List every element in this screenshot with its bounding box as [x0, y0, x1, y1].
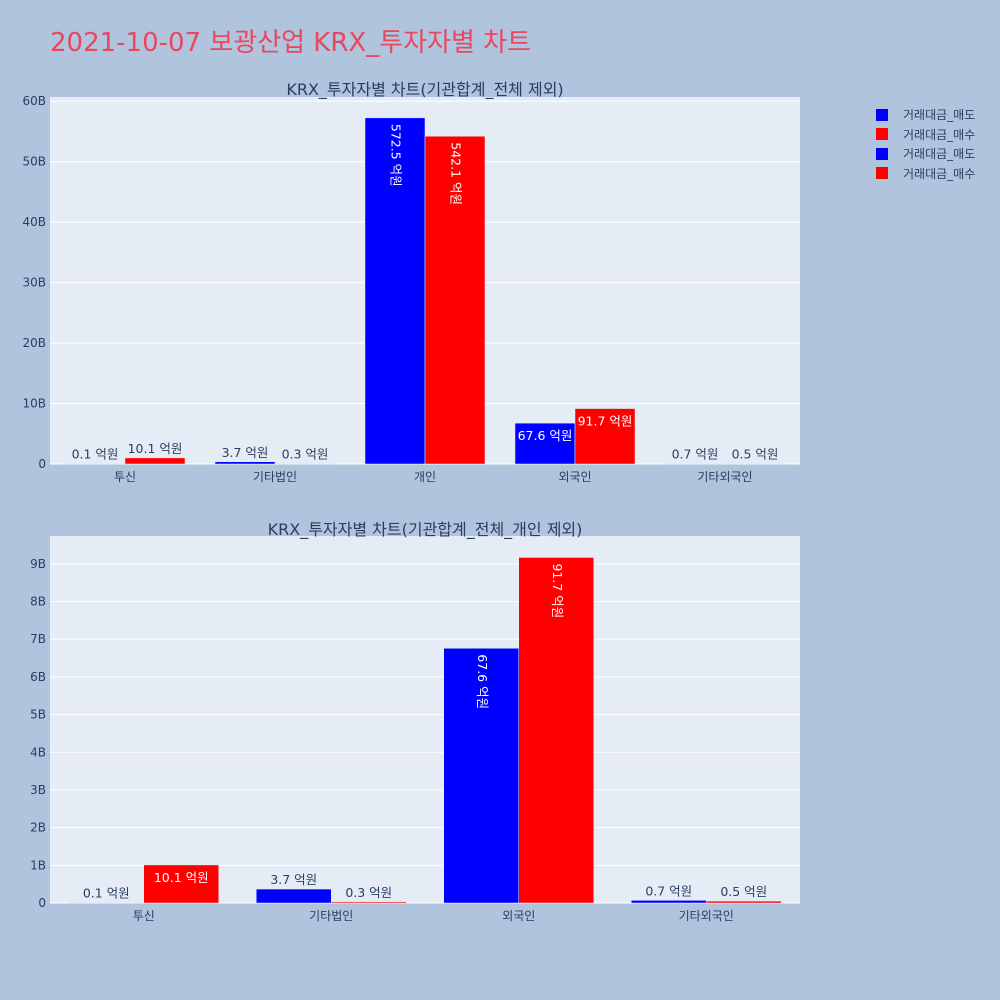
x-tick-label: 외국인 [502, 909, 535, 923]
y-tick-label: 60B [22, 94, 46, 108]
bar[interactable] [331, 901, 407, 904]
bar-data-label: 3.7 억원 [270, 872, 317, 887]
bar[interactable] [143, 864, 219, 904]
x-tick-label: 기타외국인 [697, 470, 752, 484]
bar[interactable] [631, 900, 707, 904]
bar[interactable] [574, 408, 636, 465]
bar-data-label: 10.1 억원 [128, 441, 183, 456]
y-tick-label: 1B [30, 858, 46, 872]
y-tick-label: 9B [30, 557, 46, 571]
y-tick-label: 8B [30, 595, 46, 609]
y-tick-label: 20B [22, 336, 46, 350]
bar[interactable] [706, 900, 782, 904]
y-tick-label: 5B [30, 708, 46, 722]
bar[interactable] [424, 135, 486, 465]
bar[interactable] [68, 902, 144, 904]
x-tick-label: 기타법인 [309, 909, 353, 923]
legend-label: 거래대금_매도 [903, 108, 976, 123]
y-tick-label: 0 [38, 457, 46, 471]
bar-data-label: 10.1 억원 [154, 870, 209, 885]
bar-data-label: 542.1 억원 [449, 142, 464, 205]
x-tick-label: 개인 [414, 470, 436, 484]
y-tick-label: 2B [30, 821, 46, 835]
bar[interactable] [514, 422, 576, 465]
chart-title: KRX_투자자별 차트(기관합계_전체_개인 제외) [268, 520, 583, 540]
x-tick-label: 기타법인 [253, 470, 297, 484]
bar-data-label: 0.1 억원 [72, 447, 119, 462]
bar[interactable] [124, 457, 186, 465]
bar-data-label: 0.1 억원 [83, 886, 130, 901]
bar-data-label: 0.5 억원 [732, 447, 779, 462]
bar[interactable] [256, 888, 332, 904]
y-tick-label: 3B [30, 783, 46, 797]
bar-data-label: 67.6 억원 [518, 428, 573, 443]
legend-label: 거래대금_매도 [903, 147, 976, 162]
bar-data-label: 3.7 억원 [222, 445, 269, 460]
legend-label: 거래대금_매수 [903, 127, 976, 142]
y-tick-label: 7B [30, 632, 46, 646]
bar-data-label: 0.7 억원 [672, 447, 719, 462]
y-tick-label: 4B [30, 745, 46, 759]
y-tick-label: 6B [30, 670, 46, 684]
x-tick-label: 외국인 [558, 470, 591, 484]
bar-chart-top: 0 10B 20B 30B 40B 50B 60B KRX_투자자별 차트(기관합계_전체 제… [22, 80, 800, 484]
bar[interactable] [724, 463, 786, 465]
bar-data-label: 0.3 억원 [282, 447, 329, 462]
chart-title: KRX_투자자별 차트(기관합계_전체 제외) [286, 80, 563, 100]
x-tick-label: 투신 [114, 470, 136, 484]
bar-data-label: 0.3 억원 [345, 885, 392, 900]
bar-data-label: 0.7 억원 [645, 883, 692, 898]
y-tick-label: 10B [22, 397, 46, 411]
bar[interactable] [443, 648, 519, 904]
bar-data-label: 67.6 억원 [475, 654, 490, 709]
bar-data-label: 91.7 억원 [550, 563, 565, 618]
x-tick-label: 투신 [133, 909, 155, 923]
page-title: 2021-10-07 보광산업 KRX_투자자별 차트 [50, 28, 532, 58]
y-tick-label: 0 [38, 896, 46, 910]
legend-item[interactable]: 거래대금_매수 [876, 164, 975, 184]
bar[interactable] [274, 463, 336, 465]
bar[interactable] [214, 461, 276, 465]
legend[interactable]: 거래대금_매도 거래대금_매수 거래대금_매도 거래대금_매수 [876, 105, 975, 183]
legend-swatch-buy [876, 128, 888, 141]
y-tick-label: 30B [22, 276, 46, 290]
legend-swatch-buy [876, 167, 888, 180]
bar-data-label: 572.5 억원 [389, 124, 404, 187]
bar[interactable] [518, 557, 594, 904]
y-tick-label: 50B [22, 155, 46, 169]
bar-data-label: 0.5 억원 [720, 884, 767, 899]
legend-item[interactable]: 거래대금_매도 [876, 105, 975, 125]
legend-item[interactable]: 거래대금_매수 [876, 125, 975, 145]
legend-swatch-sell [876, 108, 888, 121]
legend-swatch-sell [876, 147, 888, 160]
legend-item[interactable]: 거래대금_매도 [876, 144, 975, 164]
legend-label: 거래대금_매수 [903, 166, 976, 181]
plot-area [50, 536, 800, 903]
y-tick-label: 40B [22, 215, 46, 229]
bar-data-label: 91.7 억원 [578, 414, 633, 429]
x-tick-label: 기타외국인 [679, 909, 734, 923]
